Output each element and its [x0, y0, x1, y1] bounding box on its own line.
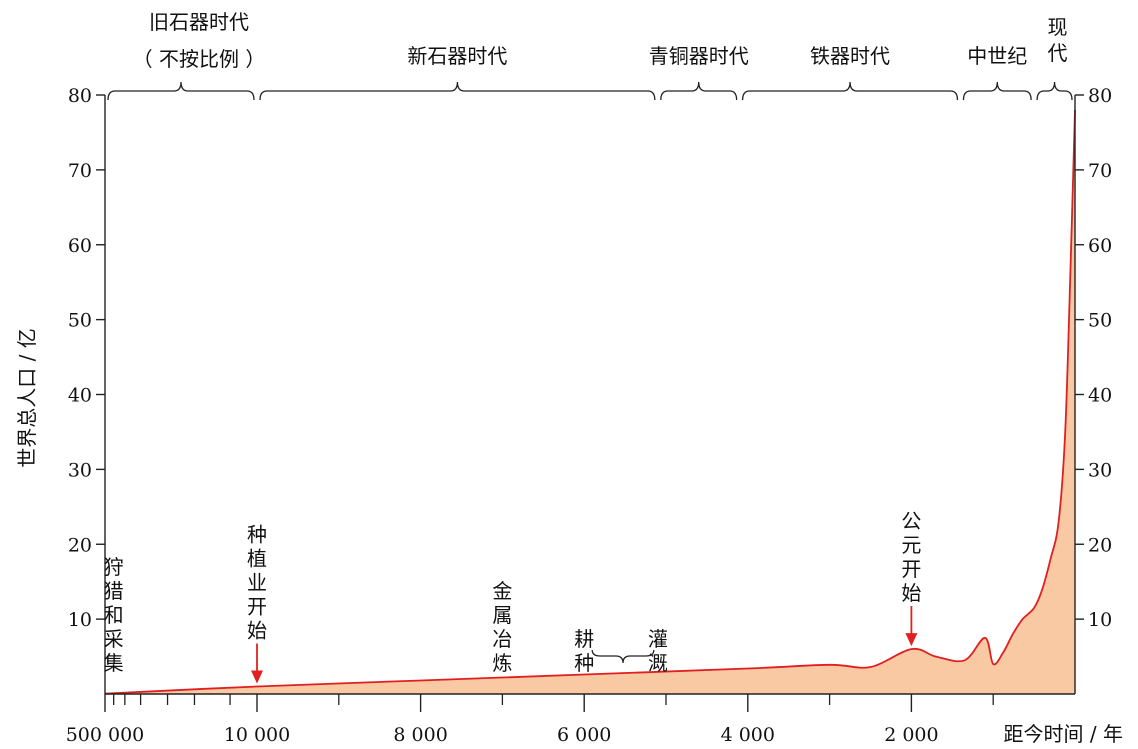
- period-label: 代: [1048, 41, 1068, 65]
- y-tick-label-right: 10: [1088, 609, 1112, 631]
- period-brace: [1036, 81, 1073, 101]
- period-brace: [741, 81, 959, 101]
- period-brace: [660, 81, 738, 101]
- period-brace: [107, 81, 255, 101]
- period-label: 旧石器时代: [149, 10, 249, 34]
- y-tick-label-left: 60: [68, 235, 92, 257]
- period-brace: [962, 81, 1032, 101]
- period-label: 新石器时代: [407, 44, 507, 68]
- x-tick-label: 2 000: [884, 724, 938, 746]
- x-axis-ticks: 500 000 10 000 8 000 6 000 4 000 2 000: [66, 694, 994, 746]
- y-tick-label-right: 30: [1088, 459, 1112, 481]
- y-tick-label-left: 30: [68, 459, 92, 481]
- period-label: 青铜器时代: [649, 44, 749, 68]
- annotation-text: 开: [901, 557, 921, 581]
- y-tick-label-left: 20: [68, 534, 92, 556]
- x-tick-label: 4 000: [721, 724, 775, 746]
- annotation-text: 和: [104, 603, 124, 627]
- annotation-arrowhead: [251, 670, 263, 684]
- y-axis-label: 世界总人口 / 亿: [15, 328, 39, 467]
- annotation-text: 元: [901, 533, 921, 557]
- annotation-text: 灌: [648, 627, 668, 651]
- x-tick-label: 10 000: [224, 724, 290, 746]
- annotation-text: 植: [247, 547, 267, 571]
- annotation-text: 金: [492, 579, 512, 603]
- y-tick-label-left: 80: [68, 85, 92, 107]
- annotation-text: 狩: [104, 555, 124, 579]
- x-tick-label: 6 000: [557, 724, 611, 746]
- axes: 10 10 20 20 30 30 40 40 50 50 60 60 70 70 80 80 500 000…: [66, 85, 1112, 746]
- annotation-text: 种: [247, 523, 267, 547]
- population-line: [104, 109, 1076, 695]
- y-axis-ticks: 10 10 20 20 30 30 40 40 50 50 60 60 70 70 80 80: [68, 85, 1112, 631]
- period-sublabel: （ 不按比例 ）: [133, 47, 266, 71]
- annotation-text: 公: [901, 509, 921, 533]
- period-label: 铁器时代: [810, 44, 890, 68]
- y-tick-label-right: 60: [1088, 235, 1112, 257]
- annotation-text: 猎: [104, 579, 124, 603]
- period-label: 中世纪: [967, 44, 1027, 68]
- x-axis-label: 距今时间 / 年: [1004, 722, 1123, 746]
- annotation-arrowhead: [905, 633, 918, 647]
- annotation-text: 始: [247, 619, 267, 643]
- y-tick-label-right: 70: [1088, 160, 1112, 182]
- annotation-brace: [591, 649, 655, 664]
- y-tick-label-left: 40: [68, 385, 92, 407]
- annotation-text: 属: [492, 603, 512, 627]
- annotation-text: 种: [574, 651, 594, 675]
- y-tick-label-right: 40: [1088, 385, 1112, 407]
- annotation-text: 采: [104, 627, 124, 651]
- y-tick-label-left: 10: [68, 609, 92, 631]
- annotation-text: 耕: [574, 627, 594, 651]
- area-layer: [104, 109, 1076, 695]
- period-label: 现: [1048, 15, 1068, 39]
- y-tick-label-right: 50: [1088, 310, 1112, 332]
- period-brace: [259, 81, 656, 101]
- y-tick-label-left: 50: [68, 310, 92, 332]
- annotation-text: 开: [247, 595, 267, 619]
- annotation-text: 业: [247, 571, 267, 595]
- x-tick-label: 8 000: [393, 724, 447, 746]
- annotation-text: 溉: [648, 651, 668, 675]
- y-tick-label-left: 70: [68, 160, 92, 182]
- annotation-text: 始: [901, 581, 921, 605]
- y-tick-label-right: 20: [1088, 534, 1112, 556]
- x-tick-label: 500 000: [66, 724, 145, 746]
- annotation-text: 集: [104, 651, 124, 675]
- y-tick-label-right: 80: [1088, 85, 1112, 107]
- annotation-text: 冶: [492, 627, 512, 651]
- annotation-text: 炼: [492, 651, 512, 675]
